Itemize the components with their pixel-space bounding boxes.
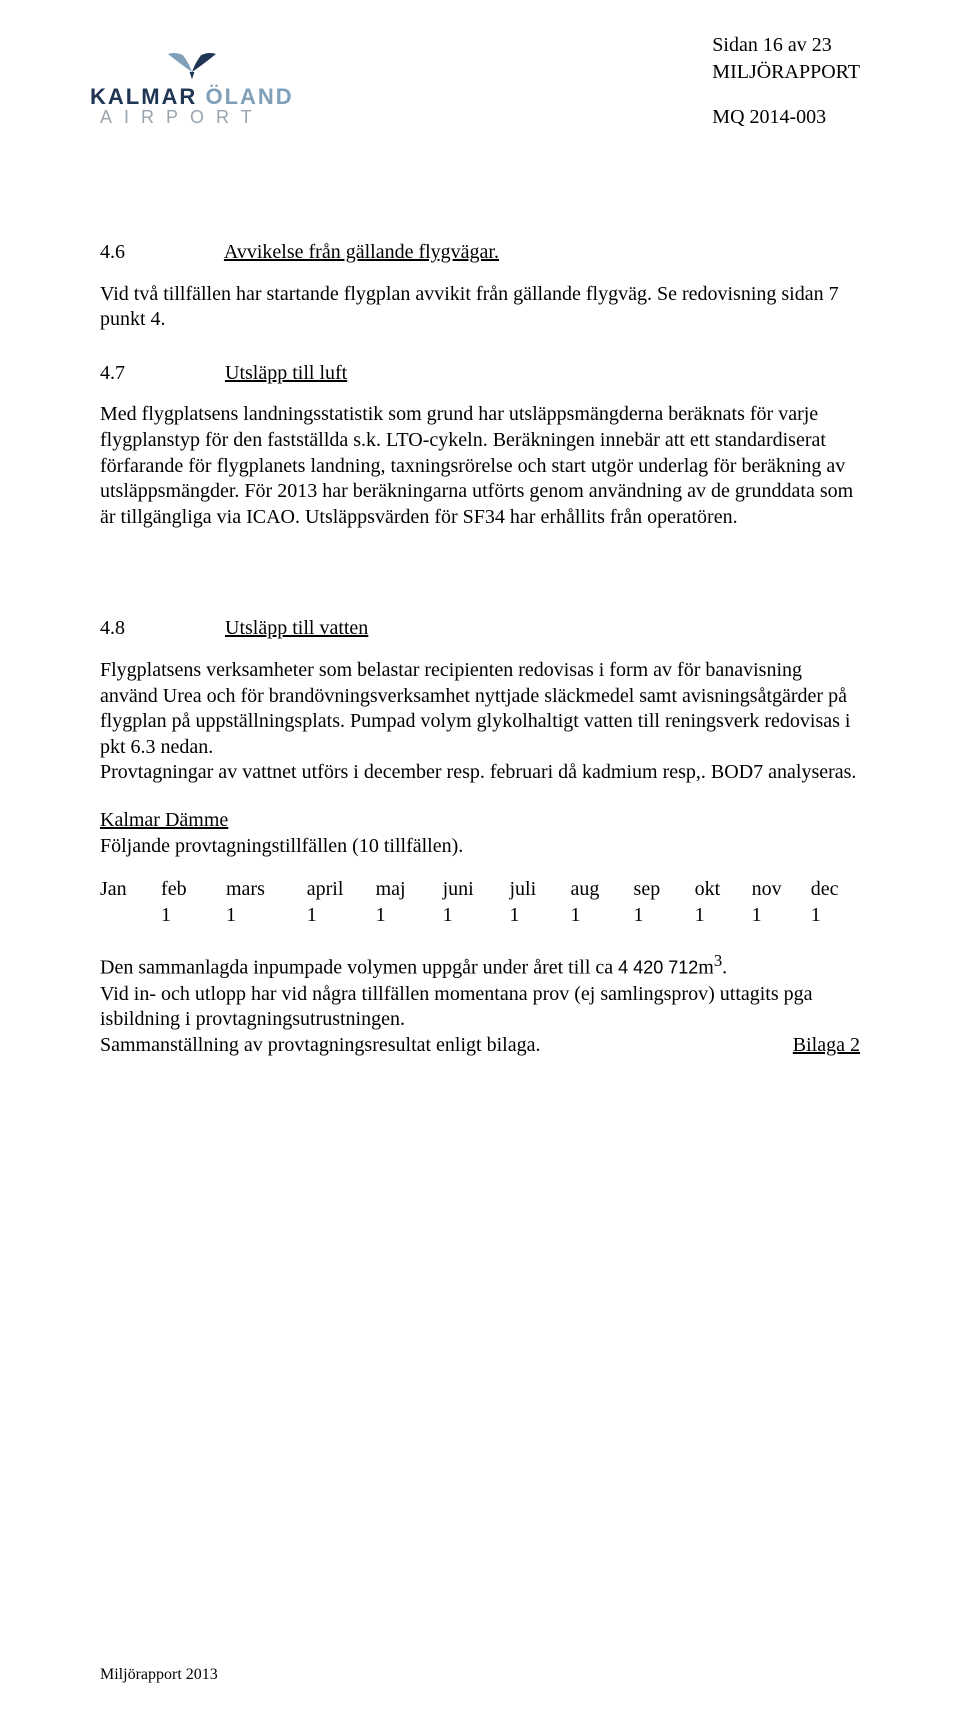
- section-4-7-heading: 4.7 Utsläpp till luft: [100, 361, 860, 387]
- bird-icon: [162, 48, 222, 84]
- month-cell: feb: [161, 877, 226, 903]
- bilaga-text: Sammanställning av provtagningsresultat …: [100, 1034, 540, 1056]
- month-cell: aug: [571, 877, 634, 903]
- bilaga-ref: Bilaga 2: [793, 1033, 860, 1059]
- section-number: 4.7: [100, 361, 220, 387]
- value-cell: 1: [571, 903, 634, 929]
- value-cell: 1: [634, 903, 695, 929]
- value-cell: 1: [510, 903, 571, 929]
- value-cell: 1: [161, 903, 226, 929]
- logo-airport: AIRPORT: [90, 108, 294, 126]
- document-body: 4.6 Avvikelse från gällande flygvägar. V…: [100, 240, 860, 1058]
- months-row: Jan feb mars april maj juni juli aug sep…: [100, 877, 860, 903]
- report-title: MILJÖRAPPORT: [712, 59, 860, 86]
- bilaga-line: Sammanställning av provtagningsresultat …: [100, 1033, 860, 1059]
- kalmar-damme-heading: Kalmar Dämme: [100, 808, 860, 834]
- value-cell: [100, 903, 161, 929]
- header-block: Sidan 16 av 23 MILJÖRAPPORT MQ 2014-003: [712, 32, 860, 131]
- section-title: Avvikelse från gällande flygvägar.: [224, 241, 499, 263]
- footer-text: Miljörapport 2013: [100, 1666, 218, 1684]
- section-title: Utsläpp till luft: [225, 362, 347, 384]
- logo-oland: ÖLAND: [205, 84, 293, 109]
- value-cell: 1: [695, 903, 752, 929]
- report-code: MQ 2014-003: [712, 104, 860, 131]
- vol-sup: 3: [714, 951, 722, 970]
- month-cell: juli: [510, 877, 571, 903]
- isbildning-para: Vid in- och utlopp har vid några tillfäl…: [100, 982, 860, 1033]
- month-cell: nov: [752, 877, 811, 903]
- month-cell: Jan: [100, 877, 161, 903]
- sub-line: Följande provtagningstillfällen (10 till…: [100, 834, 860, 860]
- section-4-6-para: Vid två tillfällen har startande flygpla…: [100, 282, 860, 333]
- vol-period: .: [722, 957, 727, 979]
- month-cell: april: [307, 877, 376, 903]
- vol-text-a: Den sammanlagda inpumpade volymen uppgår…: [100, 957, 618, 979]
- section-title: Utsläpp till vatten: [225, 617, 368, 639]
- value-cell: 1: [226, 903, 307, 929]
- month-cell: okt: [695, 877, 752, 903]
- month-cell: dec: [811, 877, 860, 903]
- value-cell: 1: [752, 903, 811, 929]
- value-cell: 1: [307, 903, 376, 929]
- logo-text-main: KALMAR ÖLAND: [90, 86, 294, 108]
- month-cell: mars: [226, 877, 307, 903]
- section-4-8-para2: Provtagningar av vattnet utförs i decemb…: [100, 760, 860, 786]
- vol-number: 4 420 712: [618, 958, 698, 978]
- page-number: Sidan 16 av 23: [712, 32, 860, 59]
- section-number: 4.6: [100, 240, 220, 266]
- section-4-7-para: Med flygplatsens landningsstatistik som …: [100, 402, 860, 530]
- section-4-8-heading: 4.8 Utsläpp till vatten: [100, 616, 860, 642]
- month-cell: maj: [376, 877, 443, 903]
- value-cell: 1: [376, 903, 443, 929]
- volume-para: Den sammanlagda inpumpade volymen uppgår…: [100, 950, 860, 981]
- value-cell: 1: [811, 903, 860, 929]
- section-4-8-para1: Flygplatsens verksamheter som belastar r…: [100, 658, 860, 760]
- month-cell: juni: [443, 877, 510, 903]
- month-cell: sep: [634, 877, 695, 903]
- section-4-6-heading: 4.6 Avvikelse från gällande flygvägar.: [100, 240, 860, 266]
- section-number: 4.8: [100, 616, 220, 642]
- sub-heading: Kalmar Dämme: [100, 809, 228, 831]
- logo-kalmar: KALMAR: [90, 84, 197, 109]
- airport-logo: KALMAR ÖLAND AIRPORT: [90, 48, 294, 126]
- vol-unit: m: [698, 957, 714, 979]
- values-row: 1 1 1 1 1 1 1 1 1 1 1: [100, 903, 860, 929]
- value-cell: 1: [443, 903, 510, 929]
- page: KALMAR ÖLAND AIRPORT Sidan 16 av 23 MILJ…: [0, 0, 960, 1726]
